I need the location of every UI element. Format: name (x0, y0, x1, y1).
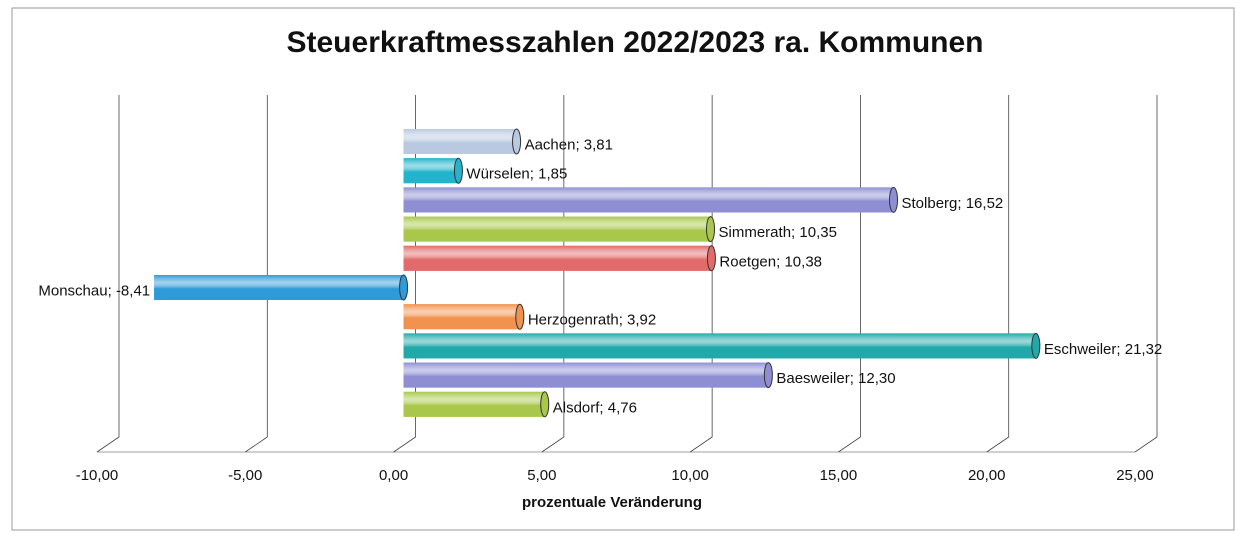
data-label-category: Aachen (525, 136, 576, 153)
data-label-value: 1,85 (538, 166, 567, 183)
data-label-value: 10,38 (784, 253, 822, 270)
x-tick-label: -5,00 (228, 467, 262, 484)
data-label: Aachen; 3,81 (525, 136, 613, 153)
bar-shade (154, 275, 404, 300)
data-label: Roetgen; 10,38 (719, 253, 822, 270)
grid-line (986, 95, 1010, 453)
data-label: Alsdorf; 4,76 (553, 399, 637, 416)
data-label-separator: ; (575, 136, 583, 153)
chart-title: Steuerkraftmesszahlen 2022/2023 ra. Komm… (287, 26, 984, 59)
data-label: Eschweiler; 21,32 (1044, 341, 1162, 358)
data-label: Stolberg; 16,52 (902, 195, 1004, 212)
grid-line (96, 95, 120, 453)
data-label: Simmerath; 10,35 (719, 224, 837, 241)
data-label-category: Alsdorf (553, 399, 601, 416)
bar (403, 216, 716, 243)
data-label-category: Monschau (38, 282, 107, 299)
bar-cap (889, 186, 899, 213)
x-tick-label: 25,00 (1116, 467, 1154, 484)
grid-line (689, 95, 713, 453)
chart-frame (11, 7, 1235, 531)
bar-cap (706, 216, 716, 243)
data-label-separator: ; (108, 282, 116, 299)
bar (403, 391, 550, 418)
bar (403, 245, 716, 272)
data-label-category: Eschweiler (1044, 341, 1117, 358)
bar (403, 157, 463, 184)
bar-shade (403, 245, 712, 271)
data-label-value: 4,76 (608, 399, 637, 416)
bar-shade (403, 333, 1036, 359)
bar-cap (1031, 332, 1041, 359)
x-tick-label: 0,00 (379, 467, 408, 484)
bar-shade (403, 304, 520, 330)
grid-line (245, 95, 268, 453)
x-axis-label: prozentuale Veränderung (522, 494, 702, 511)
x-tick-label: 20,00 (968, 467, 1006, 484)
bar-cap (512, 128, 522, 155)
data-label-separator: ; (530, 166, 538, 183)
bar (154, 274, 409, 301)
bar (403, 186, 899, 213)
data-label: Herzogenrath; 3,92 (528, 312, 656, 329)
bar (403, 362, 773, 389)
data-label: Baesweiler; 12,30 (776, 370, 895, 387)
x-tick-label: 15,00 (820, 467, 858, 484)
bar-shade (403, 187, 894, 213)
data-label: Würselen; 1,85 (466, 166, 567, 183)
bar-shade (403, 362, 769, 388)
x-tick-label: 5,00 (527, 467, 556, 484)
data-label-category: Simmerath (719, 224, 792, 241)
data-label-value: 3,81 (584, 136, 613, 153)
bar-cap (515, 303, 525, 330)
bar-shade (403, 216, 711, 242)
data-label-separator: ; (599, 399, 607, 416)
data-label-category: Herzogenrath (528, 312, 619, 329)
bar-cap (706, 245, 716, 272)
bar-cap (540, 391, 550, 418)
data-label-separator: ; (1116, 341, 1124, 358)
data-label-category: Würselen (466, 166, 529, 183)
data-label-separator: ; (776, 253, 784, 270)
data-label-separator: ; (619, 312, 627, 329)
data-label-category: Stolberg (902, 195, 958, 212)
data-label: Monschau; -8,41 (38, 282, 150, 299)
bar (403, 332, 1041, 359)
bar-cap (399, 274, 409, 301)
data-label-value: 16,52 (966, 195, 1004, 212)
grid-line (838, 95, 861, 453)
bar-shade (403, 158, 459, 184)
bar-cap (763, 362, 773, 389)
data-label-category: Roetgen (719, 253, 776, 270)
bar (403, 303, 525, 330)
bar-shade (403, 391, 545, 417)
data-label-value: 12,30 (858, 370, 896, 387)
data-label-separator: ; (957, 195, 965, 212)
data-label-value: 10,35 (799, 224, 837, 241)
bar (403, 128, 522, 155)
bar-cap (453, 157, 463, 184)
data-label-separator: ; (791, 224, 799, 241)
data-label-separator: ; (850, 370, 858, 387)
data-label-value: -8,41 (116, 282, 150, 299)
x-tick-label: 10,00 (671, 467, 709, 484)
data-label-value: 21,32 (1125, 341, 1163, 358)
x-tick-label: -10,00 (76, 467, 119, 484)
data-label-value: 3,92 (627, 312, 656, 329)
bar-shade (403, 129, 517, 154)
data-label-category: Baesweiler (776, 370, 849, 387)
grid-line (1134, 95, 1158, 453)
